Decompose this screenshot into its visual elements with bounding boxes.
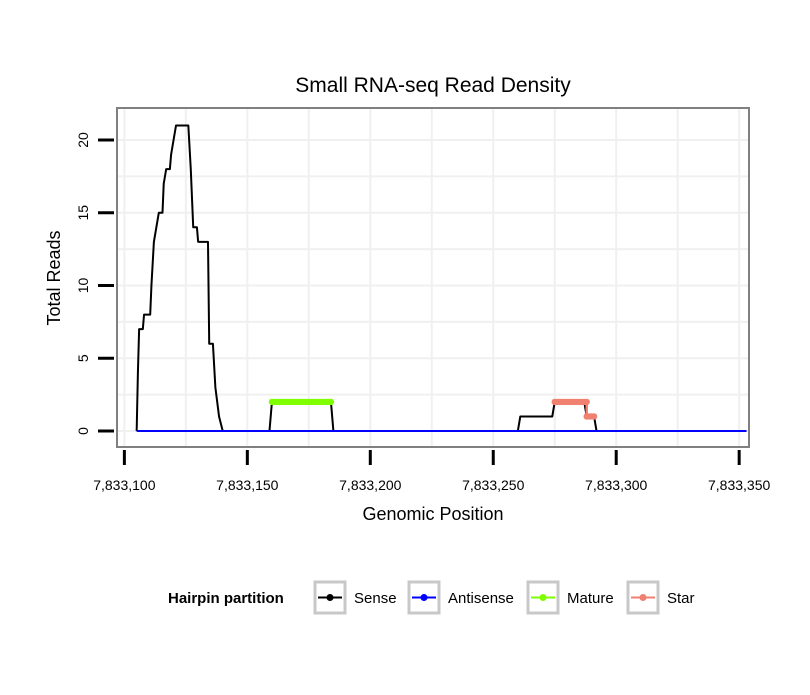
y-tick-label: 0 — [75, 427, 91, 435]
legend-label-star: Star — [667, 590, 695, 607]
series-layer — [135, 124, 747, 432]
y-tick-label: 10 — [75, 278, 91, 294]
legend-title: Hairpin partition — [168, 590, 284, 607]
legend-key-dot-antisense — [420, 594, 428, 601]
series-line-sense — [135, 124, 747, 432]
axes: 7,833,100 7,833,150 7,833,200 7,833,250 7,83… — [75, 107, 771, 493]
plot-panel — [117, 108, 749, 447]
x-tick-label: 7,833,100 — [93, 477, 155, 493]
x-tick-label: 7,833,250 — [462, 477, 524, 493]
legend-label-sense: Sense — [354, 590, 397, 607]
legend-key-dot-sense — [326, 594, 334, 601]
legend-key-dot-mature — [539, 594, 547, 601]
x-tick-label: 7,833,350 — [708, 477, 770, 493]
y-tick-label: 20 — [75, 132, 91, 148]
plot-background — [117, 108, 749, 447]
data-point-star — [590, 413, 598, 420]
y-tick-label: 15 — [75, 205, 91, 221]
x-tick-label: 7,833,300 — [585, 477, 647, 493]
x-tick-label: 7,833,150 — [216, 477, 278, 493]
x-tick-label: 7,833,200 — [339, 477, 401, 493]
legend-label-antisense: Antisense — [448, 590, 514, 607]
legend-key-dot-star — [639, 594, 647, 601]
y-axis-label: Total Reads — [44, 230, 64, 325]
plot-border — [116, 107, 750, 448]
data-point-mature — [327, 398, 335, 406]
legend-label-mature: Mature — [567, 590, 614, 607]
legend: Hairpin partition Sense Antisense Mature St… — [168, 580, 695, 615]
chart-title: Small RNA-seq Read Density — [295, 74, 571, 97]
y-tick-label: 5 — [75, 354, 91, 362]
data-point-star — [583, 398, 590, 406]
x-axis-label: Genomic Position — [362, 504, 503, 524]
